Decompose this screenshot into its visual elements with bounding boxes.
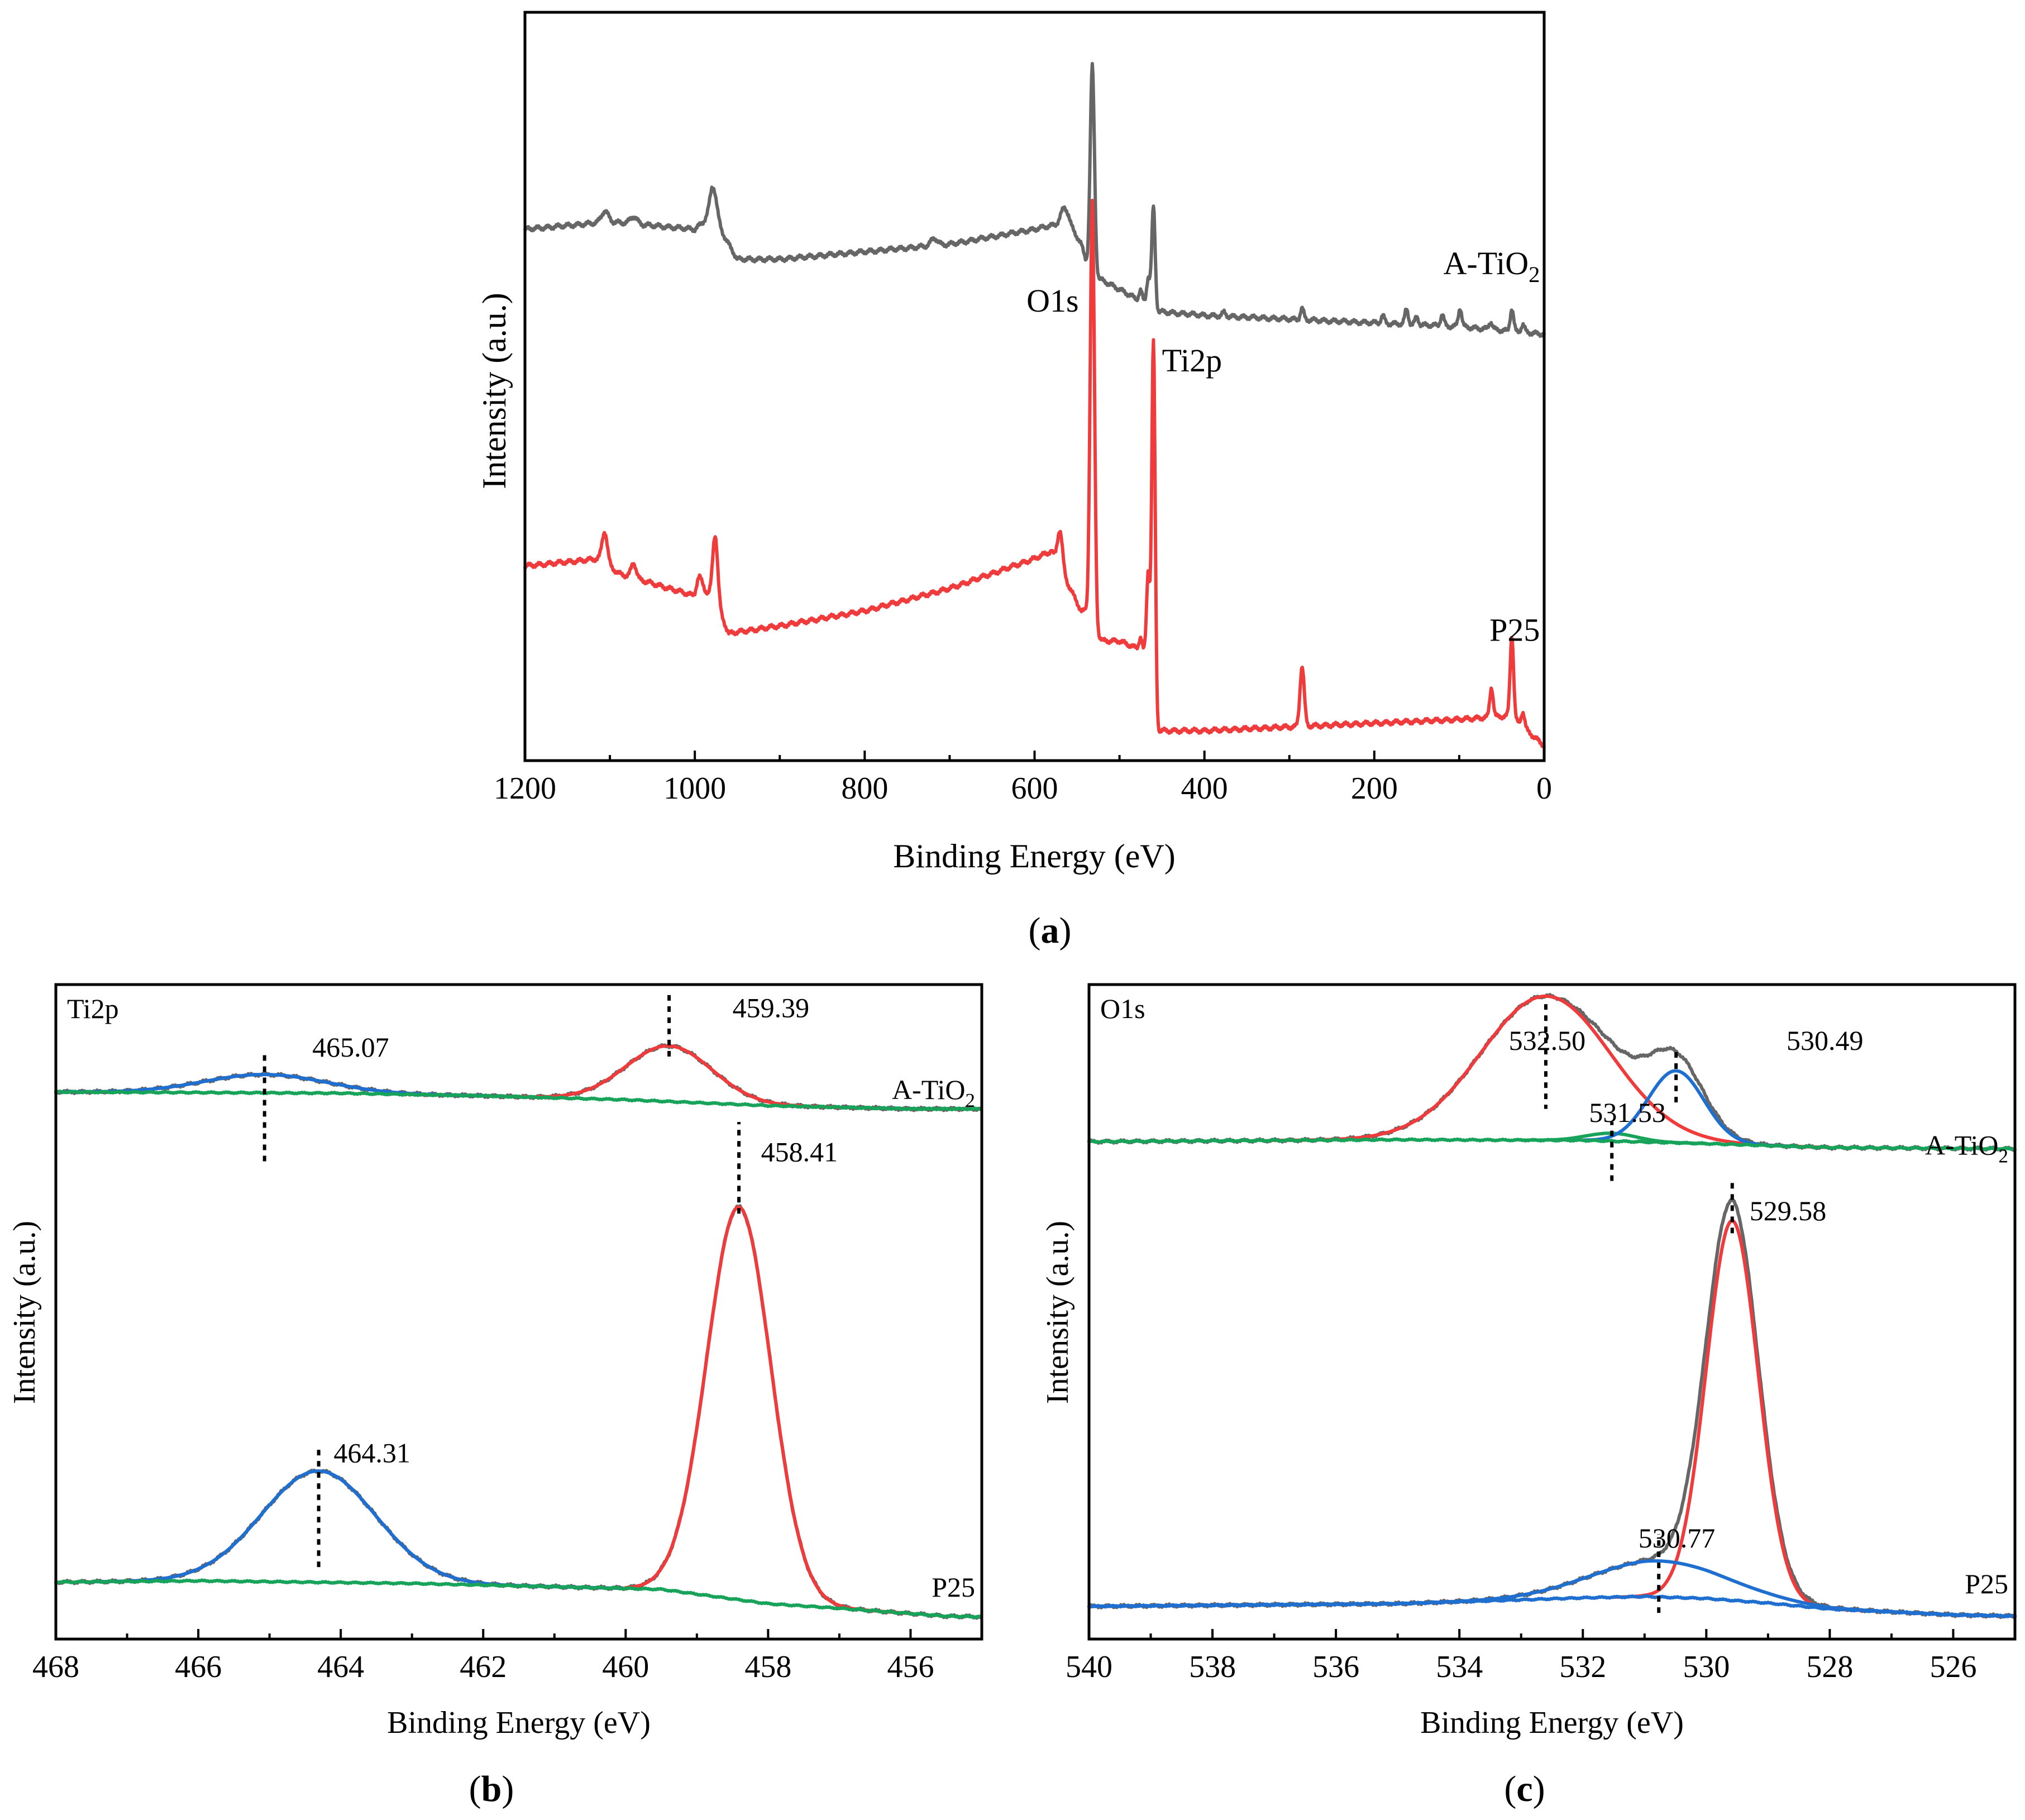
panel-c-x-tick-label: 540 xyxy=(1066,1650,1112,1684)
panel-b-label: (b) xyxy=(469,1769,514,1809)
panel-c-sample-label: P25 xyxy=(1965,1568,2008,1599)
panel-b-ti2p-spectrum: 468 466 464 462 460 458 456 Ti2p A-TiO2 P25 465.0… xyxy=(7,983,983,1809)
panel-b-peak-value: 464.31 xyxy=(333,1437,410,1469)
b-p25-background xyxy=(54,1578,983,1619)
panel-c-x-axis-title: Binding Energy (eV) xyxy=(1420,1706,1684,1740)
panel-a-series-p25 xyxy=(523,198,1546,749)
panel-b-x-ticks: 468 466 464 462 460 458 456 xyxy=(32,1629,983,1684)
panel-c-peak-value: 530.77 xyxy=(1639,1522,1716,1554)
panel-b-x-tick-label: 468 xyxy=(32,1650,79,1684)
panel-a-label: (a) xyxy=(1029,910,1072,951)
b-a-tio2-background xyxy=(54,1090,983,1112)
panel-a-x-axis-title: Binding Energy (eV) xyxy=(893,838,1175,875)
panel-a-x-ticks: 1200 1000 800 600 400 200 0 xyxy=(494,751,1552,806)
panel-b-x-tick-label: 460 xyxy=(602,1650,649,1684)
panel-c-x-tick-label: 534 xyxy=(1436,1650,1483,1684)
panel-b-x-tick-label: 462 xyxy=(460,1650,507,1684)
panel-c-corner-label: O1s xyxy=(1100,993,1145,1024)
panel-c-x-tick-label: 526 xyxy=(1930,1650,1976,1684)
panel-b-corner-label: Ti2p xyxy=(67,993,119,1024)
panel-b-x-tick-label: 466 xyxy=(175,1650,222,1684)
panel-a-x-tick-label: 600 xyxy=(1011,771,1058,806)
panel-a-series-a-tio2 xyxy=(523,61,1546,338)
panel-c-x-tick-label: 528 xyxy=(1806,1650,1853,1684)
c-a-tio2-background xyxy=(1087,1137,2017,1152)
panel-c-plot-frame xyxy=(1087,983,2017,1641)
panel-c-x-tick-label: 532 xyxy=(1559,1650,1606,1684)
panel-c-annotations: O1s A-TiO2 P25 532.50 530.49 531.53 529.58 530.… xyxy=(1100,993,2008,1613)
panel-c-peak-value: 529.58 xyxy=(1750,1195,1827,1226)
panel-b-x-tick-label: 464 xyxy=(317,1650,364,1684)
panel-a-x-tick-label: 800 xyxy=(841,771,888,806)
panel-b-peak-value: 465.07 xyxy=(312,1031,389,1063)
panel-a-survey-spectrum: 1200 1000 800 600 400 200 0 O1s Ti2p A-TiO2 P25 B… xyxy=(476,11,1552,951)
panel-a-x-tick-label: 1200 xyxy=(494,771,556,806)
panel-a-label-ti2p: Ti2p xyxy=(1162,342,1222,379)
panel-c-y-axis-title: Intensity (a.u.) xyxy=(1040,1221,1075,1404)
panel-c-peak-value: 530.49 xyxy=(1787,1025,1864,1056)
panel-b-plot-frame xyxy=(54,983,983,1641)
panel-b-x-tick-label: 458 xyxy=(744,1650,791,1684)
panel-a-label-atio2: A-TiO2 xyxy=(1444,245,1540,287)
panel-b-x-tick-label: 456 xyxy=(887,1650,934,1684)
panel-a-x-tick-label: 400 xyxy=(1181,771,1228,806)
b-a-tio2-ti2p3-2-fit xyxy=(517,1044,840,1109)
panel-a-series xyxy=(523,61,1546,749)
panel-b-annotations: Ti2p A-TiO2 P25 465.07 459.39 458.41 464.31 xyxy=(67,991,975,1603)
panel-b-y-axis-title: Intensity (a.u.) xyxy=(7,1221,42,1404)
panel-b-peak-value: 458.41 xyxy=(761,1136,838,1167)
panel-c-x-tick-label: 536 xyxy=(1312,1650,1359,1684)
panel-a-annotations: O1s Ti2p A-TiO2 P25 xyxy=(1026,245,1540,648)
panel-c-sample-label: A-TiO2 xyxy=(1925,1130,2008,1167)
panel-c-x-tick-label: 530 xyxy=(1683,1650,1730,1684)
panel-a-x-tick-label: 200 xyxy=(1351,771,1398,806)
panel-c-peak-value: 531.53 xyxy=(1589,1097,1666,1128)
panel-c-series xyxy=(1087,993,2017,1620)
panel-b-x-axis-title: Binding Energy (eV) xyxy=(387,1706,651,1740)
panel-a-y-axis-title: Intensity (a.u.) xyxy=(476,293,513,489)
panel-b-peak-value: 459.39 xyxy=(733,992,810,1024)
panel-a-label-o1s: O1s xyxy=(1026,283,1078,319)
panel-c-label: (c) xyxy=(1504,1769,1545,1809)
c-a-tio2-o-h-adsorbed-o-fit xyxy=(1272,994,1832,1149)
panel-c-o1s-spectrum: 540 538 536 534 532 530 528 526 O1s A-TiO2 P25 532… xyxy=(1040,983,2017,1809)
c-p25-background xyxy=(1087,1594,2017,1618)
panel-c-x-tick-label: 538 xyxy=(1189,1650,1236,1684)
panel-a-x-tick-label: 1000 xyxy=(663,771,726,806)
panel-a-x-tick-label: 0 xyxy=(1536,771,1552,806)
panel-c-x-ticks: 540 538 536 534 532 530 528 526 xyxy=(1066,1629,2016,1684)
panel-b-series xyxy=(54,1043,983,1620)
panel-b-sample-label: P25 xyxy=(932,1571,975,1603)
panel-b-sample-label: A-TiO2 xyxy=(892,1074,975,1111)
panel-c-peak-value: 532.50 xyxy=(1509,1025,1586,1056)
panel-a-label-p25: P25 xyxy=(1489,612,1540,648)
